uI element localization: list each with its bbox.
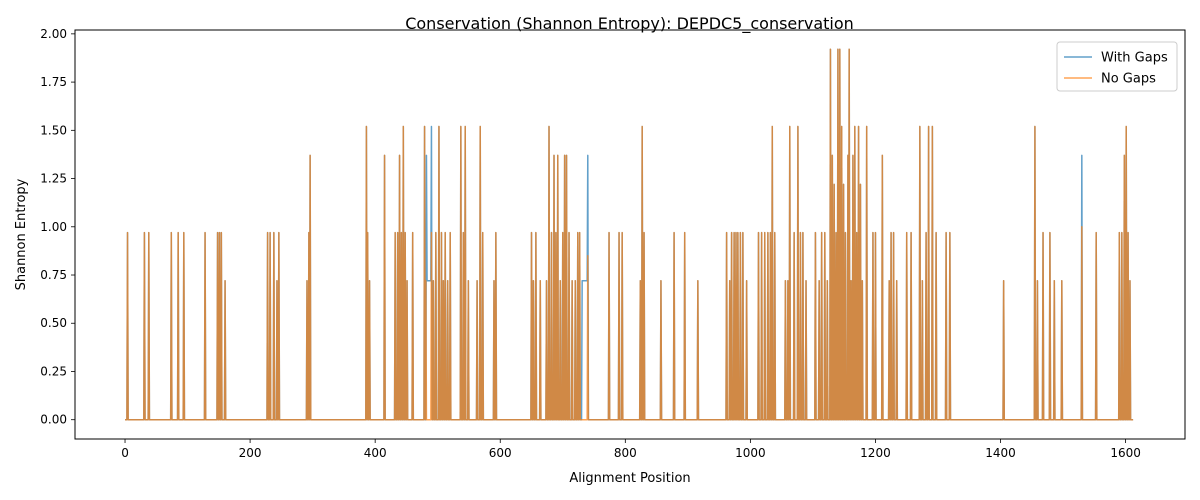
x-tick-label: 400 bbox=[364, 446, 387, 460]
y-tick-label: 0.00 bbox=[40, 413, 67, 427]
y-tick-label: 0.50 bbox=[40, 316, 67, 330]
y-tick-label: 1.00 bbox=[40, 220, 67, 234]
chart-title: Conservation (Shannon Entropy): DEPDC5_c… bbox=[405, 14, 854, 34]
y-tick-label: 2.00 bbox=[40, 27, 67, 41]
legend-label-with-gaps: With Gaps bbox=[1101, 51, 1168, 66]
y-tick-label: 1.25 bbox=[40, 172, 67, 186]
y-tick-label: 0.75 bbox=[40, 268, 67, 282]
x-tick-label: 1600 bbox=[1110, 446, 1141, 460]
x-tick-label: 1000 bbox=[735, 446, 766, 460]
x-tick-label: 0 bbox=[121, 446, 129, 460]
series-layer bbox=[124, 48, 1134, 421]
x-tick-label: 800 bbox=[614, 446, 637, 460]
y-tick-label: 1.75 bbox=[40, 75, 67, 89]
x-axis-title: Alignment Position bbox=[569, 471, 690, 486]
y-tick-label: 1.50 bbox=[40, 123, 67, 137]
x-tick-label: 600 bbox=[489, 446, 512, 460]
plot-frame bbox=[74, 29, 1186, 440]
x-tick-label: 200 bbox=[239, 446, 262, 460]
x-tick-label: 1200 bbox=[860, 446, 891, 460]
series-line-no-gaps bbox=[124, 48, 1134, 421]
legend: With Gaps No Gaps bbox=[1056, 41, 1178, 92]
legend-label-no-gaps: No Gaps bbox=[1101, 72, 1156, 87]
y-axis-title: Shannon Entropy bbox=[14, 178, 29, 290]
x-axis: 0 200 400 600 800 1000 1200 1400 1600 bbox=[121, 439, 1141, 460]
y-axis: 0.00 0.25 0.50 0.75 1.00 1.25 1.50 1.75 2.00 bbox=[40, 27, 75, 427]
x-tick-label: 1400 bbox=[985, 446, 1016, 460]
y-tick-label: 0.25 bbox=[40, 364, 67, 378]
